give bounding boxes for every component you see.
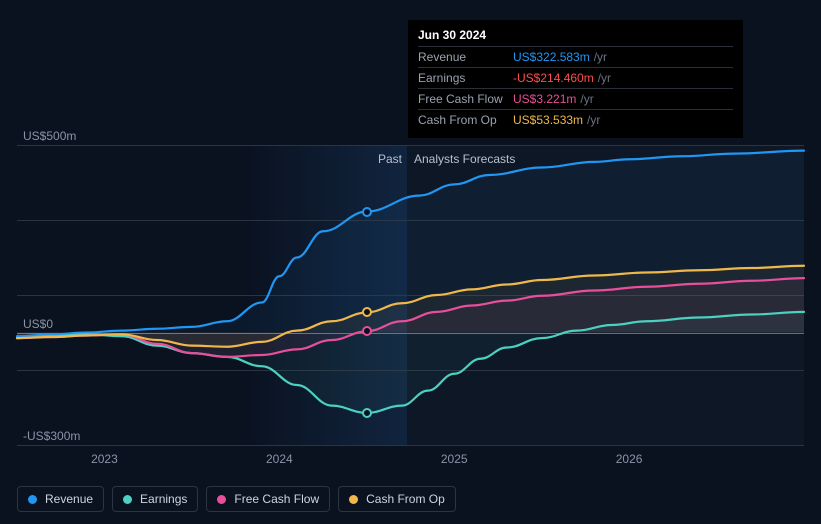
marker-revenue: [362, 207, 372, 217]
legend-item-fcf[interactable]: Free Cash Flow: [206, 486, 330, 512]
tooltip-row-label: Free Cash Flow: [418, 92, 513, 106]
legend-item-earnings[interactable]: Earnings: [112, 486, 198, 512]
x-axis-label: 2024: [266, 452, 293, 466]
tooltip-row-value: US$322.583m: [513, 50, 590, 64]
tooltip-row-value: -US$214.460m: [513, 71, 594, 85]
marker-earnings: [362, 408, 372, 418]
tooltip-row-label: Earnings: [418, 71, 513, 85]
tooltip: Jun 30 2024 RevenueUS$322.583m/yrEarning…: [408, 20, 743, 138]
x-axis-label: 2026: [616, 452, 643, 466]
x-axis-label: 2023: [91, 452, 118, 466]
tooltip-row-unit: /yr: [594, 50, 607, 64]
tooltip-row-unit: /yr: [580, 92, 593, 106]
tooltip-row-unit: /yr: [598, 71, 611, 85]
legend-item-label: Revenue: [45, 492, 93, 506]
marker-fcf: [362, 326, 372, 336]
tooltip-title: Jun 30 2024: [418, 28, 733, 42]
tooltip-row: Cash From OpUS$53.533m/yr: [418, 109, 733, 130]
tooltip-row-label: Revenue: [418, 50, 513, 64]
marker-cfo: [362, 307, 372, 317]
x-axis-label: 2025: [441, 452, 468, 466]
legend-dot-icon: [28, 495, 37, 504]
tooltip-row-value: US$3.221m: [513, 92, 576, 106]
tooltip-row: RevenueUS$322.583m/yr: [418, 46, 733, 67]
legend-dot-icon: [217, 495, 226, 504]
legend-dot-icon: [349, 495, 358, 504]
legend-item-revenue[interactable]: Revenue: [17, 486, 104, 512]
legend-item-label: Free Cash Flow: [234, 492, 319, 506]
tooltip-row-label: Cash From Op: [418, 113, 513, 127]
tooltip-row: Free Cash FlowUS$3.221m/yr: [418, 88, 733, 109]
legend: Revenue Earnings Free Cash Flow Cash From O…: [17, 486, 456, 512]
legend-item-label: Earnings: [140, 492, 187, 506]
x-axis: 2023 2024 2025 2026: [17, 452, 804, 468]
tooltip-row-value: US$53.533m: [513, 113, 583, 127]
gridline: [17, 445, 804, 446]
tooltip-row: Earnings-US$214.460m/yr: [418, 67, 733, 88]
legend-item-cfo[interactable]: Cash From Op: [338, 486, 456, 512]
tooltip-row-unit: /yr: [587, 113, 600, 127]
legend-item-label: Cash From Op: [366, 492, 445, 506]
legend-dot-icon: [123, 495, 132, 504]
